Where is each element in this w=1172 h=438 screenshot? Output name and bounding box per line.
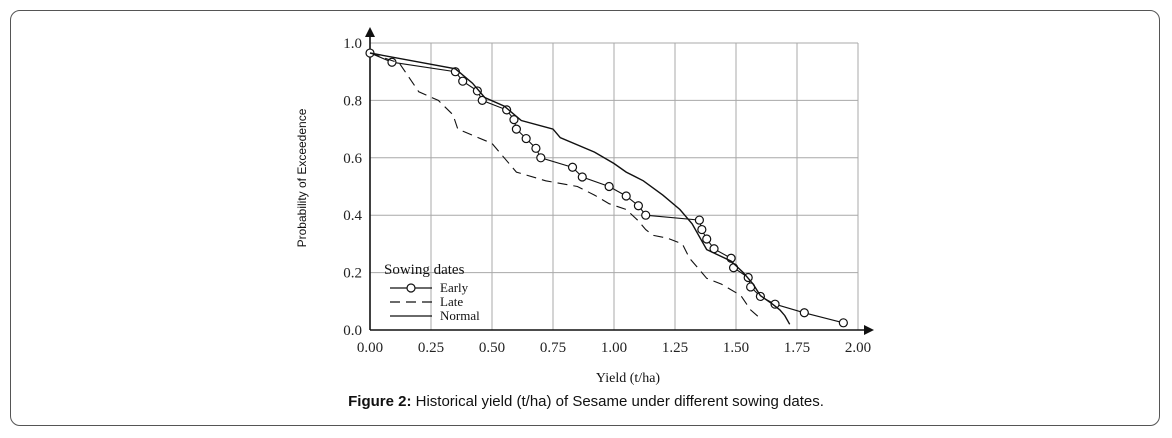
y-tick-label: 1.0 [343, 36, 362, 52]
data-point-early [694, 215, 705, 225]
data-point-early [531, 143, 541, 153]
y-tick-label: 0.8 [343, 93, 362, 109]
data-point-early [799, 308, 809, 318]
x-tick-label: 0.75 [540, 340, 566, 356]
data-point-early [567, 162, 578, 172]
figure-caption-text: Historical yield (t/ha) of Sesame under … [411, 393, 824, 410]
legend-marker-early [406, 283, 416, 293]
y-tick-label: 0.0 [343, 323, 362, 339]
data-point-early [641, 210, 651, 220]
legend-title: Sowing dates [384, 262, 465, 278]
data-point-early [521, 133, 531, 144]
y-tick-label: 0.6 [343, 151, 362, 167]
figure-caption: Figure 2: Historical yield (t/ha) of Ses… [0, 393, 1172, 410]
x-axis-label: Yield (t/ha) [596, 371, 660, 386]
x-tick-label: 1.50 [723, 340, 749, 356]
x-tick-label: 1.75 [784, 340, 810, 356]
data-point-early [697, 224, 707, 235]
legend-label-normal: Normal [440, 308, 480, 323]
data-point-early [702, 234, 712, 244]
legend-label-early: Early [440, 280, 469, 295]
data-point-early [536, 153, 546, 163]
data-point-early [728, 263, 739, 273]
y-tick-label: 0.2 [343, 266, 362, 282]
data-point-early [770, 299, 780, 309]
data-point-early [838, 318, 848, 328]
data-point-early [577, 172, 587, 182]
data-point-early [502, 105, 512, 115]
yield-probability-chart: 0.0 0.2 0.4 0.6 0.8 1.0 0.00 0.25 0.50 0.75 1.00 1.… [295, 27, 874, 386]
x-tick-label: 0.50 [479, 340, 505, 356]
y-axis-label: Probability of Exceedence [295, 108, 309, 247]
x-tick-label: 2.00 [845, 340, 871, 356]
y-axis-arrow [365, 27, 375, 37]
data-point-early [477, 95, 487, 106]
figure-caption-label: Figure 2: [348, 393, 412, 410]
legend-label-late: Late [440, 294, 463, 309]
data-point-early [604, 181, 614, 192]
data-point-early [509, 115, 519, 125]
x-tick-label: 0.00 [357, 340, 383, 356]
data-point-early [633, 201, 644, 211]
data-point-early [511, 124, 522, 134]
x-tick-label: 1.00 [601, 340, 627, 356]
x-tick-label: 1.25 [662, 340, 688, 356]
x-axis-arrow [864, 325, 874, 335]
x-tick-label: 0.25 [418, 340, 444, 356]
y-tick-label: 0.4 [343, 208, 362, 224]
data-point-early [458, 76, 468, 86]
series-line-normal [369, 52, 791, 325]
series-line-late [369, 52, 761, 319]
data-point-early [472, 86, 482, 96]
figure-frame [10, 10, 1160, 426]
data-point-early [621, 191, 631, 201]
